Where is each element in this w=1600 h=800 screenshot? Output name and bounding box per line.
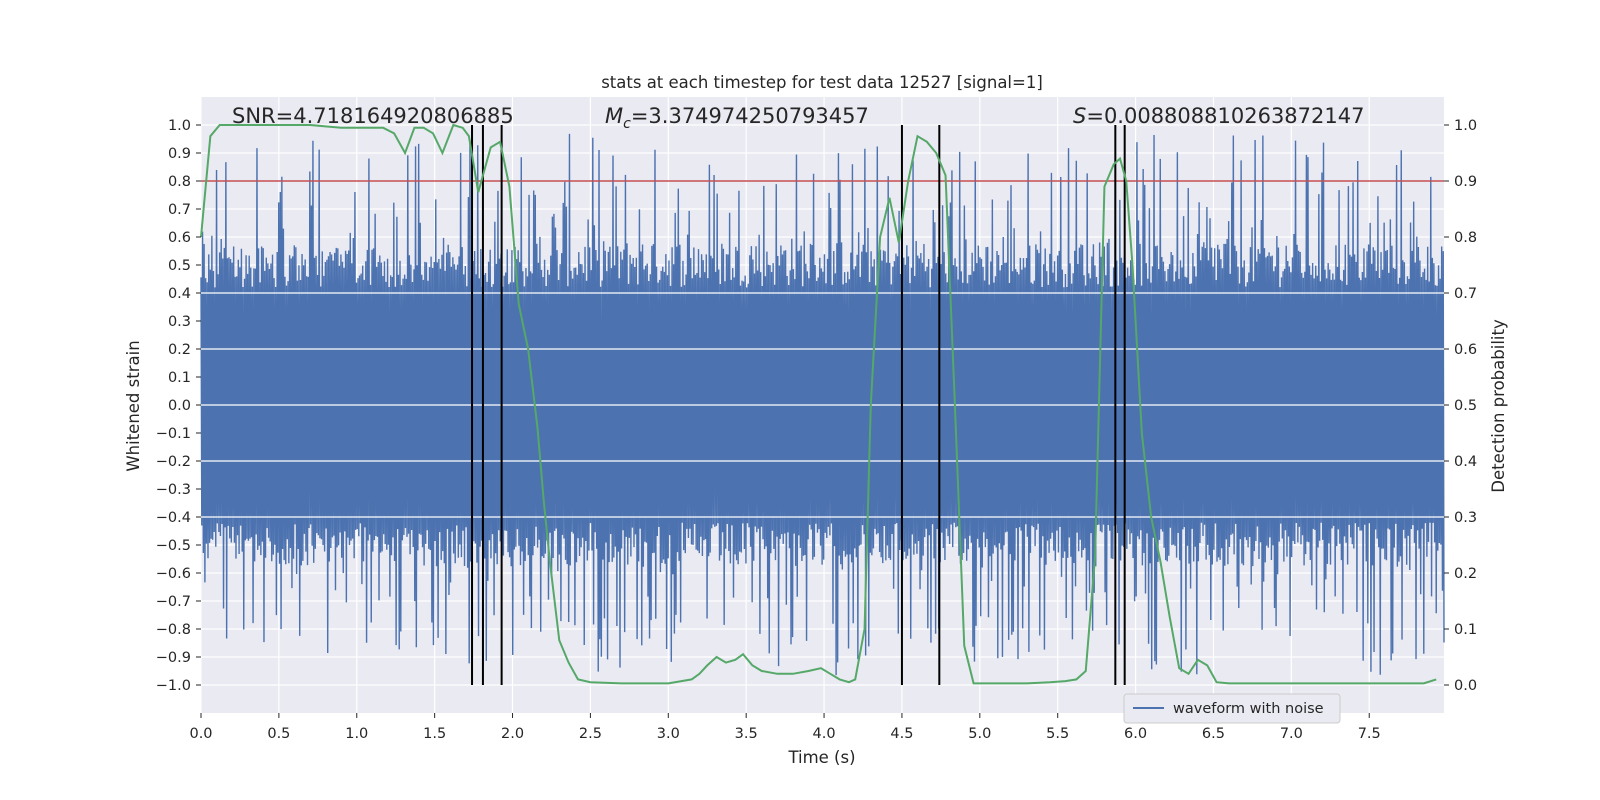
y-tick-label-left: 0.3 [168, 314, 191, 330]
y-tick-label-left: −0.1 [156, 426, 191, 442]
x-tick-label: 6.0 [1124, 726, 1147, 742]
s-symbol: S [1073, 104, 1086, 128]
horizontal-grid-overlay [201, 292, 1444, 518]
vertical-markers [471, 125, 1126, 685]
waveform-series [200, 133, 1445, 676]
y-tick-label-left: 0.9 [168, 146, 191, 162]
y-tick-label-left: 0.6 [168, 230, 191, 246]
y-tick-label-right: 0.2 [1454, 566, 1477, 582]
x-tick-label: 2.5 [579, 726, 602, 742]
y-tick-label-left: 0.7 [168, 202, 191, 218]
y-tick-label-left: −0.7 [156, 594, 191, 610]
y-tick-label-right: 0.7 [1454, 286, 1477, 302]
y-tick-label-left: 0.8 [168, 174, 191, 190]
s-value: =0.008808810263872147 [1086, 104, 1364, 128]
y-axis-right-label: Detection probability [1489, 319, 1508, 493]
x-tick-label: 1.5 [423, 726, 446, 742]
mc-subscript: c [623, 116, 631, 132]
y-tick-label-right: 0.4 [1454, 454, 1477, 470]
x-tick-label: 0.0 [189, 726, 212, 742]
detection-probability-line [200, 123, 1437, 685]
y-tick-label-left: 0.2 [168, 342, 191, 358]
y-tick-label-right: 1.0 [1454, 118, 1477, 134]
y-tick-label-right: 0.5 [1454, 398, 1477, 414]
x-tick-label: 2.0 [501, 726, 524, 742]
y-tick-label-left: −0.8 [156, 622, 191, 638]
x-tick-label: 5.0 [968, 726, 991, 742]
y-tick-label-right: 0.3 [1454, 510, 1477, 526]
y-tick-label-right: 0.9 [1454, 174, 1477, 190]
x-tick-label: 6.5 [1202, 726, 1225, 742]
x-tick-label: 4.5 [890, 726, 913, 742]
y-tick-label-left: 0.4 [168, 286, 191, 302]
y-tick-label-left: −0.6 [156, 566, 191, 582]
x-tick-label: 5.5 [1046, 726, 1069, 742]
legend-label-waveform: waveform with noise [1173, 701, 1324, 717]
axis-ticks: 0.0 0.5 1.0 1.5 2.0 2.5 3.0 3.5 4.0 4.5 5.0 5.5 6.0 6… [156, 118, 1477, 742]
legend: waveform with noise [1123, 693, 1341, 724]
chart-title: stats at each timestep for test data 125… [601, 73, 1043, 92]
x-tick-label: 0.5 [267, 726, 290, 742]
x-tick-label: 7.0 [1280, 726, 1303, 742]
y-tick-label-left: 0.0 [168, 398, 191, 414]
y-tick-label-left: −0.5 [156, 538, 191, 554]
y-axis-left-label: Whitened strain [124, 340, 143, 471]
y-tick-label-right: 0.6 [1454, 342, 1477, 358]
y-tick-label-left: 0.5 [168, 258, 191, 274]
y-tick-label-right: 0.1 [1454, 622, 1477, 638]
mc-symbol: M [605, 104, 623, 128]
y-tick-label-right: 0.0 [1454, 678, 1477, 694]
y-tick-label-left: −0.4 [156, 510, 191, 526]
x-tick-label: 3.5 [735, 726, 758, 742]
y-tick-label-left: −0.9 [156, 650, 191, 666]
y-tick-label-right: 0.8 [1454, 230, 1477, 246]
y-tick-label-left: −0.2 [156, 454, 191, 470]
snr-annotation: SNR=4.718164920806885 [232, 104, 514, 128]
s-annotation: S=0.008808810263872147 [1073, 104, 1364, 128]
x-tick-label: 1.0 [345, 726, 368, 742]
y-tick-label-left: 1.0 [168, 118, 191, 134]
waveform-line [200, 133, 1445, 676]
x-axis-label: Time (s) [787, 748, 855, 767]
chirp-mass-annotation: Mc=3.374974250793457 [605, 104, 869, 132]
legend-box [1123, 693, 1341, 724]
mc-value: =3.374974250793457 [631, 104, 869, 128]
y-tick-label-left: 0.1 [168, 370, 191, 386]
x-tick-label: 7.5 [1358, 726, 1381, 742]
x-tick-label: 4.0 [813, 726, 836, 742]
y-tick-label-left: −1.0 [156, 678, 191, 694]
y-tick-label-left: −0.3 [156, 482, 191, 498]
x-tick-label: 3.0 [657, 726, 680, 742]
